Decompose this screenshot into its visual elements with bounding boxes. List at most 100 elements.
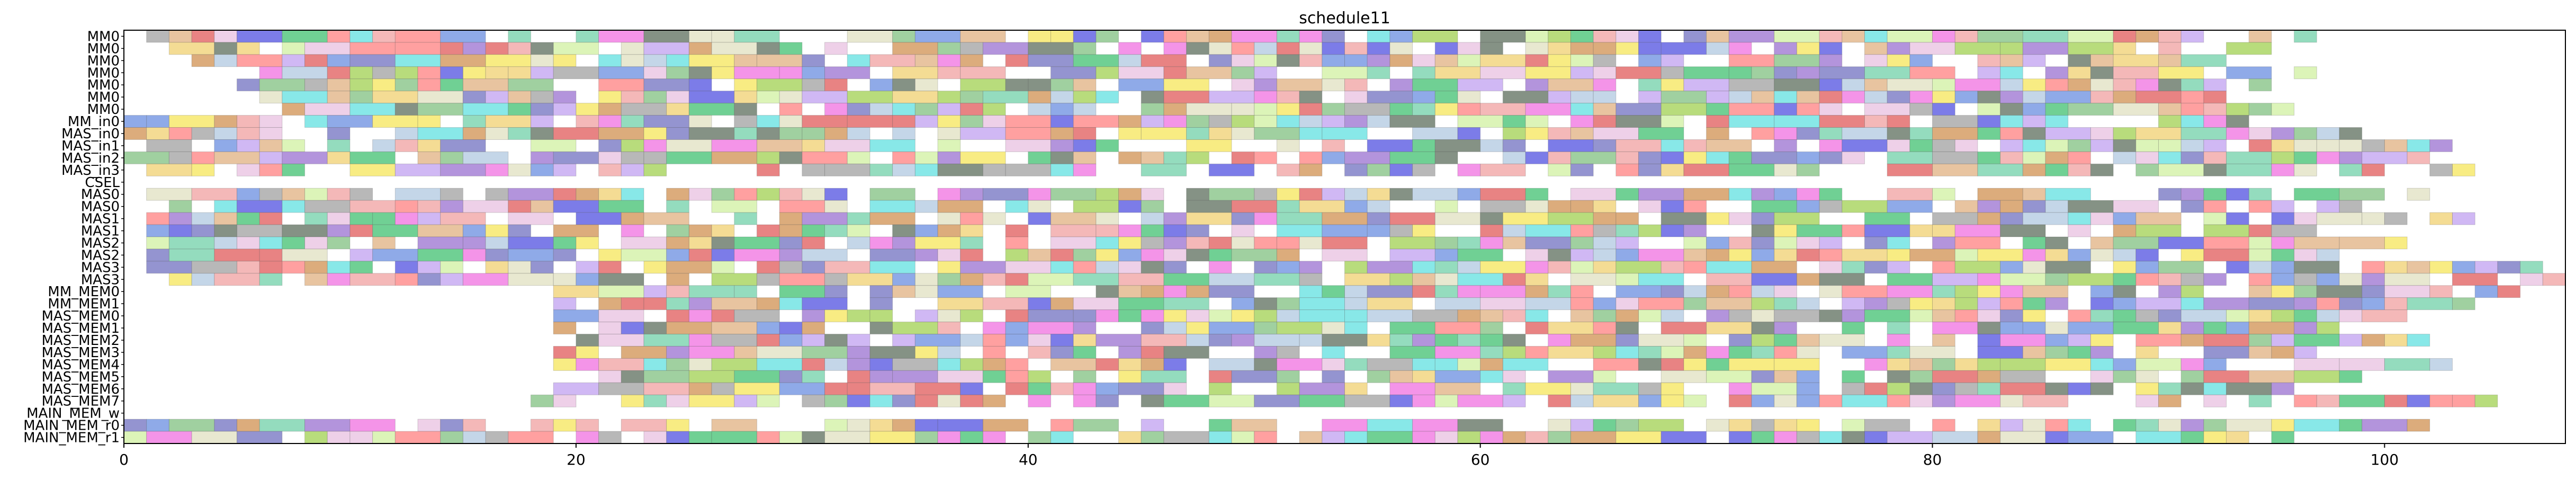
gantt-bar (1751, 91, 1775, 104)
gantt-bar (1073, 54, 1119, 67)
gantt-bar (1570, 309, 1594, 323)
x-tick-label: 100 (2371, 451, 2399, 468)
gantt-bar (1842, 249, 1888, 262)
y-tick-label: MAS_MEM0 (41, 308, 120, 324)
gantt-bar (1706, 30, 1729, 43)
gantt-bar (960, 394, 983, 407)
gantt-bar (960, 224, 983, 237)
gantt-bar (2158, 273, 2182, 286)
gantt-bar (666, 358, 689, 371)
gantt-bar (688, 54, 735, 67)
gantt-bar (349, 103, 396, 116)
gantt-bar (1525, 115, 1549, 128)
gantt-bar (440, 139, 486, 152)
gantt-bar (914, 54, 938, 67)
gantt-bar (417, 261, 441, 274)
gantt-bar (1932, 358, 1955, 371)
gantt-bar (1208, 236, 1232, 250)
gantt-bar (1322, 151, 1345, 164)
gantt-bar (1457, 273, 1503, 286)
gantt-bar (1842, 419, 1865, 432)
gantt-bar (1141, 236, 1164, 250)
gantt-bar (1570, 273, 1617, 286)
gantt-bar (1706, 249, 1729, 262)
gantt-bar (2248, 200, 2272, 213)
gantt-bar (1028, 78, 1051, 92)
gantt-bar (508, 30, 531, 43)
gantt-bar (2271, 285, 2295, 298)
gantt-bar (2452, 273, 2498, 286)
gantt-bar (1593, 66, 1617, 79)
gantt-bar (1389, 273, 1413, 286)
gantt-bar (2158, 394, 2182, 407)
gantt-bar (1796, 151, 1820, 164)
gantt-bar (2000, 334, 2046, 347)
gantt-bar (485, 236, 509, 250)
gantt-bar (869, 78, 893, 92)
gantt-bar (734, 345, 757, 359)
gantt-bar (1096, 188, 1119, 201)
gantt-bar (2135, 345, 2159, 359)
gantt-bar (1344, 431, 1368, 444)
gantt-bar (688, 127, 735, 140)
gantt-bar (349, 30, 373, 43)
gantt-bar (1412, 188, 1458, 201)
gantt-bar (1525, 297, 1571, 311)
gantt-bar (1231, 66, 1255, 79)
gantt-bar (1706, 103, 1729, 116)
gantt-bar (2113, 358, 2137, 371)
gantt-bar (1728, 309, 1752, 323)
gantt-bar (2180, 334, 2204, 347)
gantt-bar (485, 54, 531, 67)
gantt-bar (1774, 419, 1797, 432)
gantt-bar (1977, 297, 2001, 311)
gantt-bar (1525, 382, 1571, 395)
gantt-bar (1276, 200, 1300, 213)
gantt-bar (508, 103, 531, 116)
gantt-bar (779, 224, 803, 237)
gantt-bar (1683, 188, 1729, 201)
gantt-bar (1661, 103, 1707, 116)
gantt-bar (1186, 103, 1232, 116)
gantt-bar (937, 249, 961, 262)
gantt-bar (1005, 224, 1029, 237)
gantt-bar (2000, 127, 2023, 140)
gantt-bar (960, 382, 983, 395)
gantt-bar (982, 103, 1006, 116)
gantt-bar (869, 249, 915, 262)
gantt-bar (1570, 42, 1594, 55)
gantt-bar (2180, 370, 2204, 383)
gantt-bar (643, 151, 667, 164)
gantt-bar (2113, 212, 2137, 225)
gantt-bar (214, 419, 237, 432)
gantt-bar (621, 151, 644, 164)
gantt-bar (824, 285, 848, 298)
gantt-bar (1322, 345, 1345, 359)
gantt-bar (869, 370, 893, 383)
gantt-bar (598, 334, 644, 347)
gantt-bar (802, 249, 848, 262)
gantt-bar (2022, 78, 2046, 92)
gantt-bar (327, 54, 351, 67)
gantt-bar (982, 322, 1006, 335)
gantt-bar (146, 139, 192, 152)
gantt-bar (1977, 200, 2001, 213)
gantt-bar (1389, 224, 1413, 237)
gantt-bar (327, 115, 373, 128)
gantt-bar (1141, 188, 1164, 201)
gantt-bar (2022, 188, 2046, 201)
y-tick-label: MAS_MEM3 (41, 345, 120, 361)
gantt-bar (1638, 42, 1662, 55)
gantt-bar (1525, 200, 1549, 213)
gantt-bar (1073, 200, 1119, 213)
gantt-bar (576, 115, 599, 128)
gantt-bar (1389, 151, 1435, 164)
gantt-bar (2135, 139, 2159, 152)
gantt-bar (282, 163, 306, 176)
gantt-bar (1728, 431, 1752, 444)
gantt-bar (2158, 42, 2182, 55)
gantt-bar (2316, 273, 2340, 286)
gantt-bar (1208, 115, 1232, 128)
gantt-bar (1864, 261, 1888, 274)
gantt-bar (847, 127, 870, 140)
